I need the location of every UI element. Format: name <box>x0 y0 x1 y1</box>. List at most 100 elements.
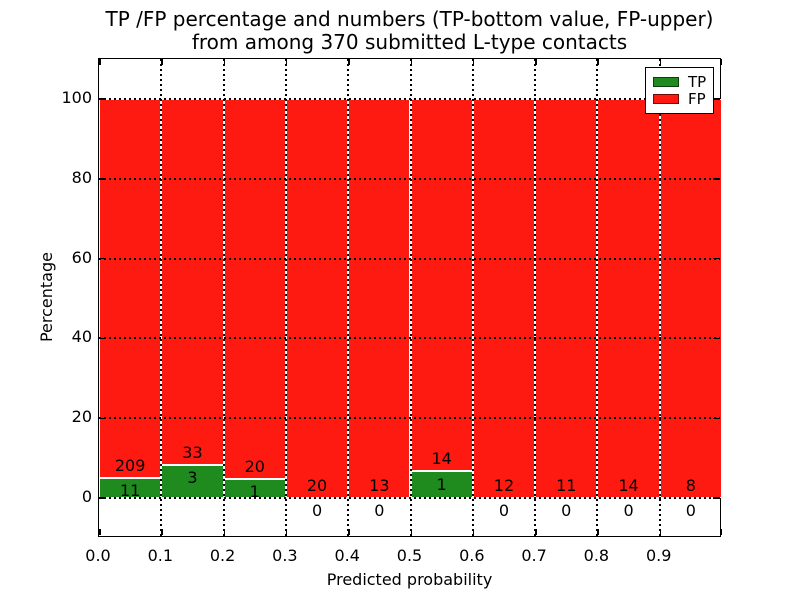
chart-title: TP /FP percentage and numbers (TP-bottom… <box>98 8 721 54</box>
tp-count-label: 1 <box>249 482 260 502</box>
y-tick-mark <box>99 257 105 260</box>
x-axis-label: Predicted probability <box>326 570 493 589</box>
horizontal-gridline <box>99 177 720 180</box>
x-tick-label: 0.1 <box>147 546 174 565</box>
y-tick-mark-right <box>713 257 719 260</box>
x-tick-label: 0.6 <box>459 546 485 565</box>
legend-item-tp: TP <box>653 74 706 90</box>
fp-bar-segment <box>223 98 286 480</box>
y-tick-label: 80 <box>71 167 92 187</box>
y-tick-mark-right <box>713 497 719 499</box>
y-tick-label: 20 <box>71 407 92 427</box>
chart-title-line2: from among 370 submitted L-type contacts <box>191 30 628 54</box>
horizontal-gridline <box>99 417 720 420</box>
x-tick-mark-top <box>535 59 537 65</box>
tp-count-label: 0 <box>685 501 696 521</box>
vertical-gridline <box>596 59 599 536</box>
x-tick-mark-top <box>161 59 163 65</box>
fp-bar-segment <box>285 98 349 499</box>
vertical-gridline <box>347 59 350 536</box>
x-tick-label: 0.5 <box>396 546 423 565</box>
y-tick-mark <box>99 497 105 499</box>
x-tick-mark <box>597 529 599 535</box>
x-tick-mark-top <box>348 59 350 65</box>
x-tick-label: 0.9 <box>645 546 672 565</box>
x-tick-mark <box>285 529 288 535</box>
x-tick-mark-top <box>410 59 412 65</box>
x-tick-mark <box>161 529 163 535</box>
y-tick-mark <box>99 337 105 340</box>
y-tick-mark-right <box>713 178 719 180</box>
vertical-gridline <box>284 59 287 536</box>
x-tick-label: 0.2 <box>209 546 236 565</box>
tp-color-swatch <box>653 76 679 87</box>
tp-count-label: 0 <box>561 501 572 521</box>
x-tick-mark-top <box>597 59 599 65</box>
tp-count-label: 11 <box>119 481 141 501</box>
x-tick-mark-top <box>223 59 226 65</box>
y-tick-mark-right <box>713 417 719 419</box>
y-tick-mark <box>99 178 105 180</box>
x-tick-label: 0.4 <box>334 546 360 565</box>
fp-bar-segment <box>99 98 162 479</box>
fp-count-label: 33 <box>182 442 203 462</box>
x-tick-mark <box>720 529 722 535</box>
x-tick-mark-top <box>99 59 101 65</box>
x-tick-mark-top <box>285 59 288 65</box>
fp-bar-segment <box>161 98 224 465</box>
fp-count-label: 12 <box>493 476 515 496</box>
y-tick-label: 60 <box>71 247 92 267</box>
y-tick-label: 0 <box>81 487 92 507</box>
horizontal-gridline <box>99 497 720 500</box>
y-tick-label: 40 <box>71 327 92 347</box>
x-tick-mark <box>348 529 350 535</box>
y-tick-mark-right <box>713 98 719 100</box>
horizontal-gridline <box>99 257 720 260</box>
legend: TP FP <box>645 67 714 114</box>
x-tick-label: 0.0 <box>85 546 111 565</box>
fp-count-label: 209 <box>114 456 146 476</box>
vertical-gridline <box>222 59 225 536</box>
fp-count-label: 13 <box>369 476 390 496</box>
fp-bar-segment <box>535 98 598 499</box>
tp-count-label: 0 <box>311 501 323 521</box>
fp-count-label: 14 <box>618 476 639 496</box>
tp-bar-segment <box>161 464 224 499</box>
fp-count-label: 14 <box>431 449 452 469</box>
x-tick-label: 0.8 <box>583 546 610 565</box>
legend-label-fp: FP <box>688 90 706 109</box>
fp-bar-segment <box>348 98 411 499</box>
x-tick-label: 0.3 <box>272 546 298 565</box>
y-tick-mark <box>99 98 105 100</box>
y-tick-label: 100 <box>61 87 92 107</box>
horizontal-gridline <box>99 97 720 100</box>
y-axis-label: Percentage <box>37 252 56 343</box>
chart-title-line1: TP /FP percentage and numbers (TP-bottom… <box>105 7 714 31</box>
fp-bar-segment <box>472 98 536 499</box>
fp-bar-segment <box>410 98 473 472</box>
fp-count-label: 20 <box>306 476 328 496</box>
legend-label-tp: TP <box>688 72 707 91</box>
legend-item-fp: FP <box>653 91 706 107</box>
vertical-gridline <box>658 59 661 536</box>
vertical-gridline <box>409 59 412 536</box>
tp-count-label: 1 <box>436 474 447 494</box>
x-tick-mark <box>223 529 226 535</box>
x-tick-mark-top <box>659 59 662 65</box>
x-tick-mark-top <box>720 59 722 65</box>
y-tick-mark-right <box>713 337 719 340</box>
tp-count-label: 0 <box>374 501 385 521</box>
x-tick-mark <box>410 529 412 535</box>
tp-count-label: 0 <box>498 501 510 521</box>
x-tick-mark <box>659 529 662 535</box>
fp-count-label: 20 <box>244 457 265 477</box>
fp-count-label: 8 <box>685 476 696 496</box>
fp-color-swatch <box>653 94 679 105</box>
plot-area: 209 11 33 3 20 1 20 0 13 0 14 1 12 0 11 0 14 0 8 0 <box>98 58 722 537</box>
tp-count-label: 0 <box>623 501 634 521</box>
x-tick-mark <box>99 529 101 535</box>
vertical-gridline <box>160 59 163 536</box>
tp-count-label: 3 <box>187 467 198 487</box>
x-tick-mark <box>535 529 537 535</box>
